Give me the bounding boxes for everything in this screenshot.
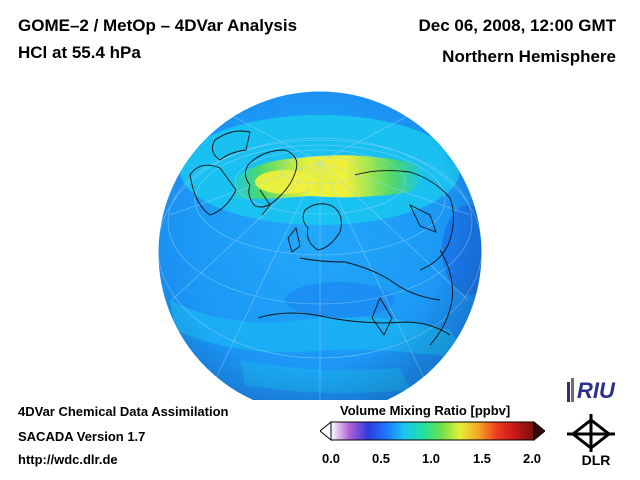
map-subtitle: HCl at 55.4 hPa	[18, 43, 141, 62]
colorbar-title: Volume Mixing Ratio [ppbv]	[340, 403, 511, 418]
colorbar-tick: 0.0	[321, 451, 341, 466]
colorbar-tick: 0.5	[371, 451, 391, 466]
colorbar-tick: 2.0	[522, 451, 542, 466]
globe-outline	[157, 90, 483, 400]
colorbar-ramp	[330, 421, 535, 441]
globe-shading	[158, 91, 482, 400]
footer-url[interactable]: http://wdc.dlr.de	[18, 452, 118, 467]
map-title: GOME–2 / MetOp – 4DVar Analysis	[18, 16, 298, 35]
map-datetime: Dec 06, 2008, 12:00 GMT	[418, 16, 616, 35]
footer-version: SACADA Version 1.7	[18, 429, 146, 444]
footer-assimilation: 4DVar Chemical Data Assimilation	[18, 404, 229, 419]
map-region: Northern Hemisphere	[442, 47, 616, 66]
colorbar-tick: 1.0	[421, 451, 441, 466]
colorbar	[320, 420, 545, 442]
riu-logo: RIU	[567, 378, 616, 403]
colorbar-min-arrow	[320, 420, 332, 442]
riu-logo-text: RIU	[577, 378, 616, 403]
colorbar-tick: 1.5	[472, 451, 492, 466]
dlr-logo-text: DLR	[582, 452, 611, 468]
hemisphere-globe	[157, 90, 483, 400]
colorbar-max-arrow	[533, 420, 545, 442]
dlr-logo: DLR	[567, 414, 615, 468]
